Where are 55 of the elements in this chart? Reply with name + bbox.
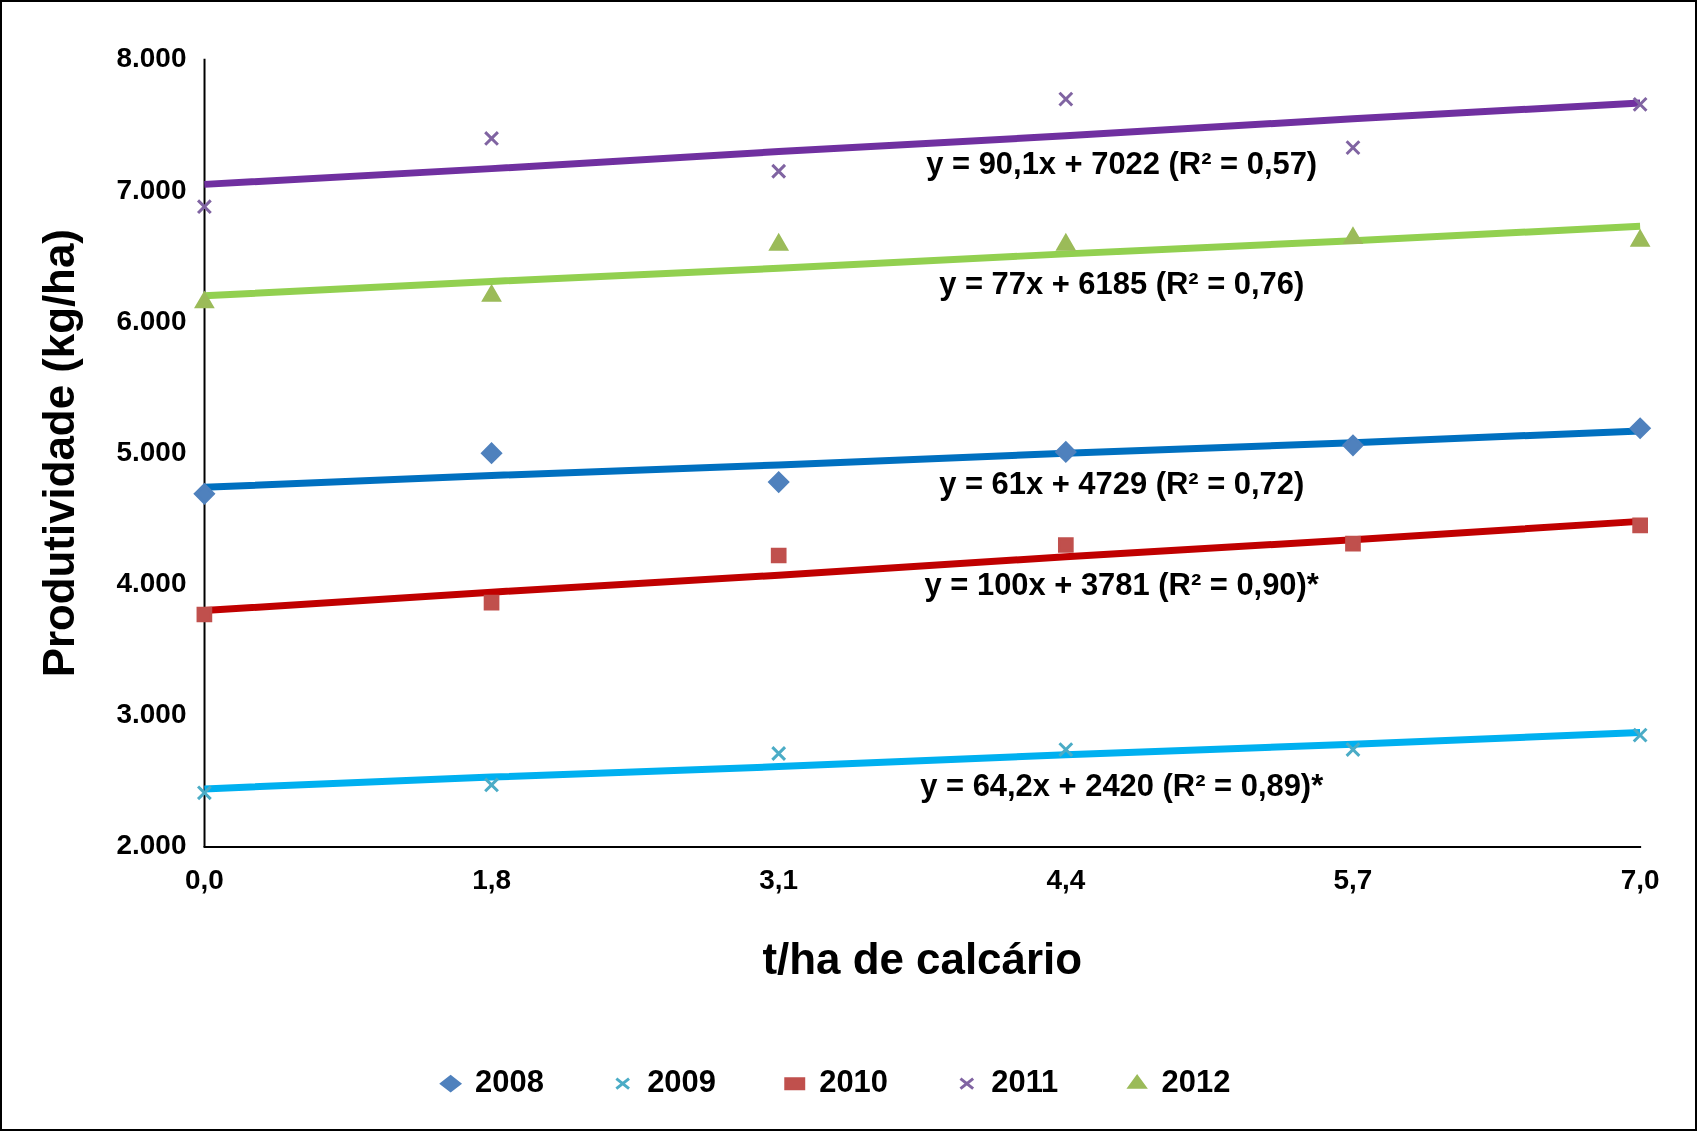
point xyxy=(770,745,787,762)
point xyxy=(1345,535,1361,552)
point xyxy=(481,442,503,464)
point xyxy=(769,234,788,251)
point xyxy=(1342,434,1364,456)
x-tick-label: 5,7 xyxy=(1333,863,1373,895)
point xyxy=(1055,441,1077,463)
point xyxy=(195,291,214,309)
point xyxy=(1057,741,1074,758)
point xyxy=(483,594,500,611)
x-tick-label: 4,4 xyxy=(1046,863,1086,895)
y-tick-label: 8.000 xyxy=(116,42,187,74)
point xyxy=(1343,227,1363,245)
x-axis-title: t/ha de calcário xyxy=(762,934,1083,984)
y-tick-label: 3.000 xyxy=(116,698,187,730)
point xyxy=(770,163,787,180)
legend-label: 2010 xyxy=(819,1064,888,1100)
annotation: y = 100x + 3781 (R² = 0,90)* xyxy=(924,566,1319,602)
legend-label: 2008 xyxy=(475,1064,544,1100)
x-tick-label: 7,0 xyxy=(1620,863,1660,895)
y-tick-label: 5.000 xyxy=(116,435,187,467)
x-tick-label: 3,1 xyxy=(759,863,799,895)
annotation: y = 61x + 4729 (R² = 0,72) xyxy=(939,466,1305,502)
y-tick-label: 4.000 xyxy=(116,567,187,599)
annotation: y = 90,1x + 7022 (R² = 0,57) xyxy=(926,145,1318,181)
point xyxy=(1057,91,1074,107)
annotation: y = 77x + 6185 (R² = 0,76) xyxy=(939,265,1305,301)
point xyxy=(196,606,213,623)
point xyxy=(1345,139,1361,156)
point xyxy=(770,547,787,564)
y-tick-label: 7.000 xyxy=(116,173,187,205)
point xyxy=(1632,727,1648,743)
y-tick-label: 6.000 xyxy=(116,304,187,336)
x-tick-label: 0,0 xyxy=(184,863,224,895)
annotation: y = 64,2x + 2420 (R² = 0,89)* xyxy=(920,767,1324,803)
y-tick-label: 2.000 xyxy=(116,829,187,861)
point xyxy=(483,130,500,147)
point xyxy=(1630,230,1650,247)
point xyxy=(193,483,215,505)
point xyxy=(482,285,501,302)
point xyxy=(1345,741,1361,758)
point xyxy=(1629,417,1651,439)
legend-label: 2011 xyxy=(991,1064,1059,1100)
point xyxy=(483,777,500,793)
legend-label: 2009 xyxy=(647,1064,716,1100)
point xyxy=(196,785,213,801)
x-tick-label: 1,8 xyxy=(472,863,511,895)
point xyxy=(196,198,213,215)
y-axis-title: Produtividade (kg/ha) xyxy=(34,229,84,678)
point xyxy=(1056,234,1076,251)
point xyxy=(768,471,790,493)
point xyxy=(1632,96,1648,113)
point xyxy=(1057,537,1074,553)
point xyxy=(1632,517,1648,534)
legend-label: 2012 xyxy=(1161,1064,1231,1100)
